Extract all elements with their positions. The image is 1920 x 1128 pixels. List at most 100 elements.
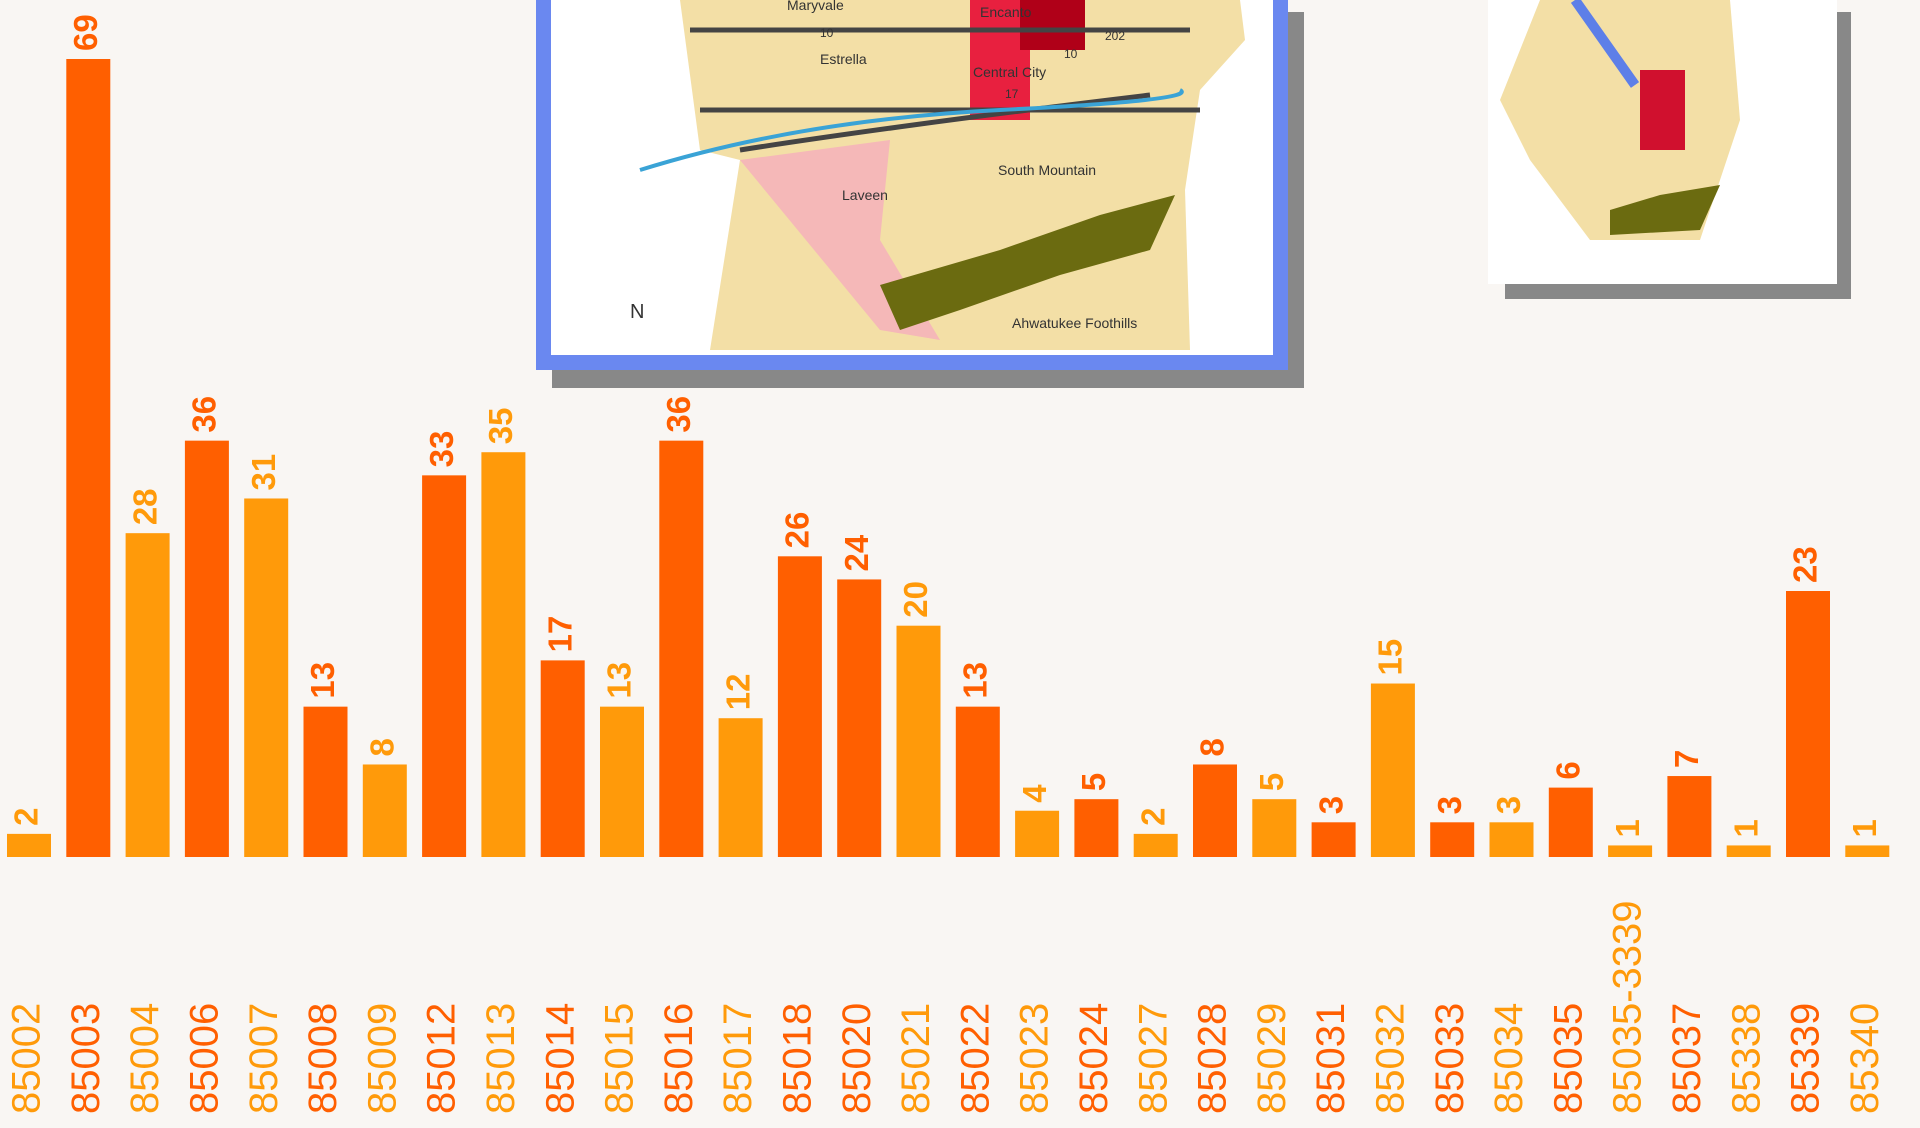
- category-label: 85020: [835, 1003, 879, 1114]
- bar: [303, 706, 348, 857]
- category-label: 85007: [242, 1003, 286, 1114]
- inset-central: [1640, 70, 1685, 150]
- category-label: 85014: [538, 1003, 582, 1114]
- category-label: 85034: [1487, 1003, 1531, 1114]
- bar: [1608, 845, 1653, 857]
- value-label: 3: [1431, 796, 1468, 814]
- category-label: 85016: [657, 1003, 701, 1114]
- map-mountain: [880, 195, 1175, 330]
- category-label: 85338: [1724, 1003, 1768, 1114]
- category-label: 85037: [1665, 1003, 1709, 1114]
- category-label: 85008: [301, 1003, 345, 1114]
- inset-map: [1488, 0, 1851, 299]
- bar: [1430, 822, 1475, 857]
- value-label: 13: [957, 662, 994, 699]
- category-label: 85009: [360, 1003, 404, 1114]
- map-label: South Mountain: [998, 162, 1096, 178]
- bar: [896, 625, 941, 857]
- value-label: 35: [482, 407, 519, 444]
- category-label: 85022: [953, 1003, 997, 1114]
- value-label: 8: [364, 738, 401, 756]
- bar: [362, 764, 407, 857]
- category-label: 85015: [598, 1003, 642, 1114]
- value-label: 28: [126, 488, 163, 525]
- bar: [955, 706, 1000, 857]
- map-label: Central City: [973, 64, 1046, 80]
- bar: [1786, 591, 1830, 857]
- bar: [1252, 799, 1297, 857]
- category-label: 85340: [1843, 1003, 1887, 1114]
- value-label: 4: [1016, 784, 1053, 803]
- bar: [1845, 845, 1890, 857]
- map-label: 10: [1064, 47, 1078, 61]
- category-label: 85021: [894, 1003, 938, 1114]
- category-label: 85028: [1191, 1003, 1235, 1114]
- map-label: Encanto: [980, 4, 1032, 20]
- value-label: 13: [304, 662, 341, 699]
- value-label: 3: [1490, 796, 1527, 814]
- bar: [1074, 799, 1119, 857]
- main-map: Maryvale Encanto Estrella Central City L…: [536, 0, 1304, 388]
- inset-pointer: [1570, 0, 1640, 88]
- category-label: 85017: [716, 1003, 760, 1114]
- value-label: 23: [1787, 546, 1824, 583]
- category-label: 85004: [123, 1003, 167, 1114]
- category-label: 85003: [64, 1003, 108, 1114]
- bar: [7, 833, 51, 857]
- inset-land: [1500, 0, 1740, 240]
- value-label: 36: [186, 396, 223, 433]
- value-label: 31: [245, 454, 282, 491]
- category-label: 85012: [420, 1003, 464, 1114]
- bar: [1489, 822, 1534, 857]
- bar: [1193, 764, 1237, 857]
- bar: [1667, 776, 1712, 857]
- bar: [125, 533, 170, 857]
- bar: [600, 706, 644, 857]
- value-label: 7: [1668, 750, 1705, 768]
- value-label: 17: [541, 616, 578, 653]
- category-label: 85035: [1546, 1003, 1590, 1114]
- value-label: 1: [1609, 819, 1646, 837]
- bar: [1370, 683, 1415, 857]
- inset-mountain: [1610, 185, 1720, 235]
- map-label: Estrella: [820, 51, 867, 67]
- bar: [1311, 822, 1356, 857]
- category-label: 85013: [479, 1003, 523, 1114]
- map-label: 10: [820, 26, 834, 40]
- map-roads: [690, 27, 1200, 153]
- value-label: 15: [1372, 639, 1409, 676]
- bar: [1726, 845, 1771, 857]
- value-label: 36: [660, 396, 697, 433]
- map-label: Laveen: [842, 187, 888, 203]
- bar: [777, 556, 822, 857]
- category-label: 85339: [1784, 1003, 1828, 1114]
- value-label: 69: [67, 14, 104, 51]
- value-label: 3: [1312, 796, 1349, 814]
- category-label: 85024: [1072, 1003, 1116, 1114]
- category-label: 85035-3339: [1606, 900, 1650, 1114]
- value-label: 13: [601, 662, 638, 699]
- category-label: 85027: [1131, 1003, 1175, 1114]
- category-label: 85006: [182, 1003, 226, 1114]
- value-label: 2: [1134, 808, 1171, 826]
- bar: [837, 579, 882, 857]
- category-label: 85018: [775, 1003, 819, 1114]
- value-label: 5: [1075, 773, 1112, 791]
- value-label: 24: [838, 534, 875, 571]
- map-label: Ahwatukee Foothills: [1012, 315, 1137, 331]
- value-label: 33: [423, 431, 460, 468]
- category-label: 85031: [1309, 1003, 1353, 1114]
- map-label: N: [630, 301, 644, 323]
- value-label: 1: [1727, 819, 1764, 837]
- bar: [422, 475, 467, 857]
- bar: [1133, 833, 1178, 857]
- bar: [66, 59, 111, 857]
- bar: [184, 440, 229, 857]
- category-label: 85002: [5, 1003, 49, 1114]
- bar: [718, 718, 763, 857]
- map-label: 202: [1105, 29, 1125, 43]
- bar: [244, 498, 289, 857]
- value-label: 26: [779, 512, 816, 549]
- map-river: [639, 88, 1184, 172]
